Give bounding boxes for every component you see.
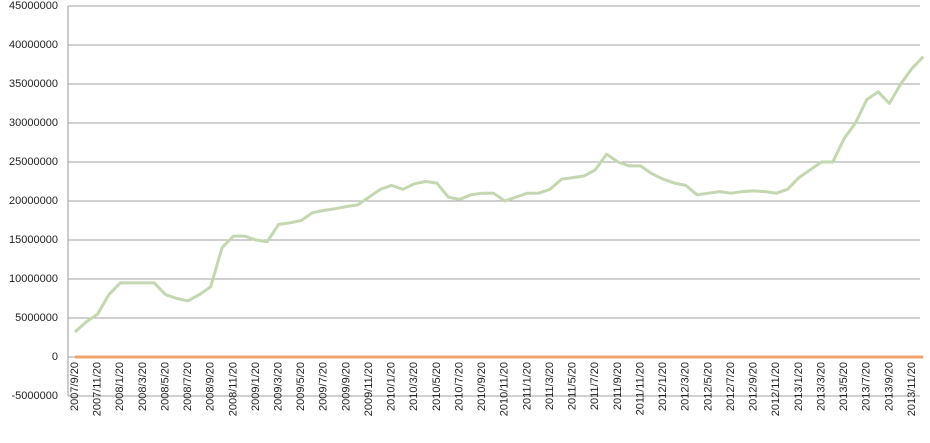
data-line [74, 55, 925, 334]
y-tick-label: 20000000 [9, 195, 58, 207]
x-tick-label: 2013/9/20 [883, 362, 895, 411]
x-tick-label: 2012/7/20 [725, 362, 737, 411]
x-tick-label: 2012/3/20 [680, 362, 692, 411]
x-tick-label: 2008/7/20 [182, 362, 194, 411]
x-tick-label: 2009/3/20 [273, 362, 285, 411]
x-tick-label: 2011/5/20 [567, 362, 579, 410]
y-tick-label: 30000000 [9, 117, 58, 129]
y-tick-label: 45000000 [9, 0, 58, 12]
y-tick-label: 0 [52, 351, 58, 363]
x-tick-label: 2013/5/20 [838, 362, 850, 411]
x-tick-label: 2012/11/20 [770, 362, 782, 416]
x-tick-label: 2010/1/20 [386, 362, 398, 411]
x-tick-label: 2010/9/20 [476, 362, 488, 411]
y-tick-label: 10000000 [9, 273, 58, 285]
x-tick-label: 2008/9/20 [205, 362, 217, 411]
y-tick-label: 25000000 [9, 156, 58, 168]
y-tick-label: 15000000 [9, 234, 58, 246]
x-tick-label: 2009/7/20 [318, 362, 330, 411]
x-tick-label: 2013/7/20 [861, 362, 873, 411]
x-tick-label: 2008/11/20 [227, 362, 239, 416]
x-tick-label: 2013/11/20 [906, 362, 918, 416]
x-tick-label: 2013/1/20 [793, 362, 805, 411]
x-tick-label: 2008/3/20 [137, 362, 149, 411]
x-tick-label: 2011/7/20 [589, 362, 601, 410]
y-tick-label: -5000000 [12, 390, 59, 402]
x-tick-label: 2007/9/20 [69, 362, 81, 411]
y-tick-label: 40000000 [9, 39, 58, 51]
x-tick-label: 2008/5/20 [159, 362, 171, 411]
x-tick-label: 2009/5/20 [295, 362, 307, 411]
x-tick-label: 2011/9/20 [612, 362, 624, 410]
x-tick-label: 2011/11/20 [634, 362, 646, 415]
x-tick-label: 2011/3/20 [544, 362, 556, 410]
x-tick-label: 2007/11/20 [92, 362, 104, 416]
x-tick-label: 2012/9/20 [748, 362, 760, 411]
x-tick-label: 2010/11/20 [499, 362, 511, 416]
x-tick-label: 2010/7/20 [453, 362, 465, 411]
y-tick-label: 35000000 [9, 78, 58, 90]
x-tick-label: 2009/1/20 [250, 362, 262, 411]
x-tick-label: 2009/11/20 [363, 362, 375, 416]
x-tick-label: 2012/1/20 [657, 362, 669, 411]
x-tick-label: 2009/9/20 [340, 362, 352, 411]
x-tick-label: 2013/3/20 [815, 362, 827, 411]
x-tick-label: 2010/5/20 [431, 362, 443, 411]
x-tick-label: 2012/5/20 [702, 362, 714, 411]
x-tick-label: 2008/1/20 [114, 362, 126, 411]
x-tick-label: 2010/3/20 [408, 362, 420, 411]
y-tick-label: 5000000 [15, 312, 58, 324]
x-tick-label: 2011/1/20 [521, 362, 533, 410]
